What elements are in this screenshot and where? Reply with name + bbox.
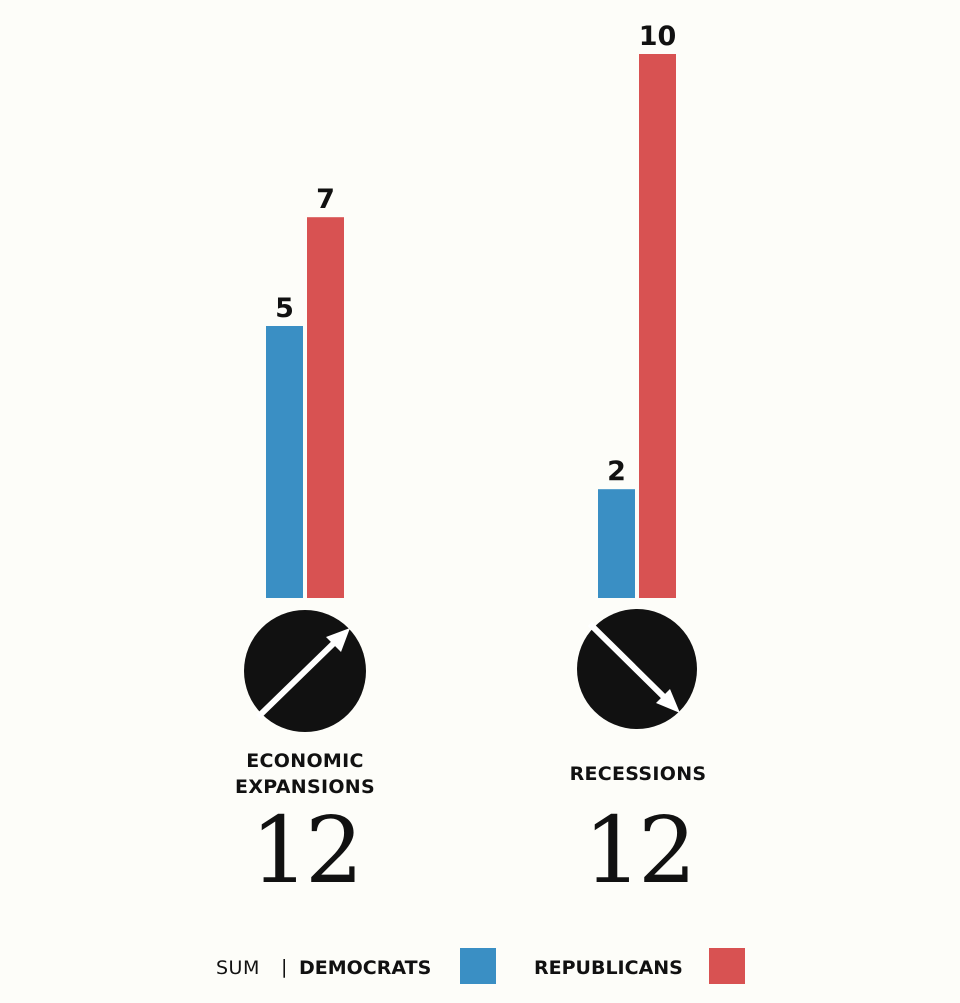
category-label-line: ECONOMIC [246, 750, 363, 772]
arrow-down-right-circle-icon [577, 609, 697, 729]
legend-sum-label: SUM [216, 957, 260, 979]
bar-republicans [307, 217, 344, 598]
bar-democrats [598, 489, 635, 598]
category-total: 12 [583, 797, 692, 904]
legend-democrats-label: DEMOCRATS [299, 957, 432, 979]
legend-republicans-label: REPUBLICANS [534, 957, 683, 979]
arrow-up-right-circle-icon [244, 610, 366, 732]
category-total: 12 [250, 797, 359, 904]
bar-value-label: 10 [639, 21, 677, 52]
bar-democrats [266, 326, 303, 598]
category-label-line: EXPANSIONS [235, 776, 375, 798]
legend: SUM | DEMOCRATS REPUBLICANS [0, 946, 960, 988]
legend-republicans-swatch [709, 948, 745, 984]
bar-value-label: 7 [316, 184, 335, 215]
bars-layer [266, 54, 676, 598]
bar-value-label: 2 [607, 456, 626, 487]
category-label-line: RECESSIONS [570, 763, 707, 785]
bar-republicans [639, 54, 676, 598]
legend-separator: | [281, 956, 288, 978]
legend-democrats-swatch [460, 948, 496, 984]
value-labels-layer: 5 7 2 10 [275, 21, 676, 487]
category-group-recessions: RECESSIONS 12 [570, 609, 707, 904]
category-group-expansions: ECONOMIC EXPANSIONS 12 [235, 610, 375, 904]
bar-value-label: 5 [275, 293, 294, 324]
